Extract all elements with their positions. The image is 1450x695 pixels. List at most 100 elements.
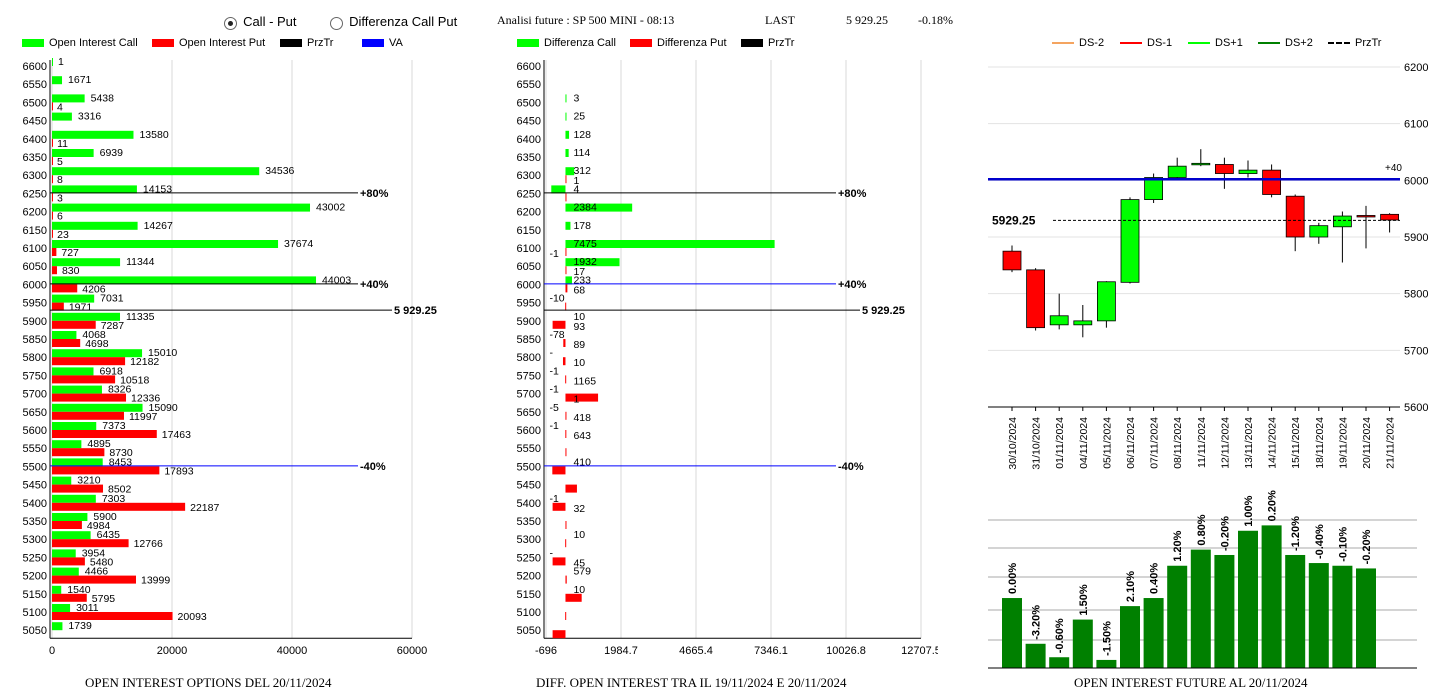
call-value-label: 6918 <box>100 365 124 377</box>
date-tick-label: 30/10/2024 <box>1007 417 1019 470</box>
call-bar <box>551 185 566 194</box>
strike-tick-label: 5250 <box>517 552 541 564</box>
price-tick-label: 5900 <box>1404 232 1428 244</box>
oi-bar <box>1238 530 1258 668</box>
strike-tick-label: 5350 <box>23 516 47 528</box>
diff-chart-title: DIFF. OPEN INTEREST TRA IL 19/11/2024 E … <box>536 675 847 690</box>
strike-tick-label: 6150 <box>517 225 541 237</box>
diff-value-label: 45 <box>573 557 585 569</box>
strike-tick-label: 6250 <box>517 188 541 200</box>
diff-value-label: 114 <box>573 147 590 159</box>
put-bar <box>52 430 157 438</box>
put-bar <box>565 375 567 384</box>
candle-body <box>1285 195 1305 238</box>
date-tick-label: 13/11/2024 <box>1243 417 1255 469</box>
legend-swatch <box>1188 42 1210 45</box>
oi-bar <box>1190 549 1211 668</box>
oi-bar-label: 0.00% <box>1007 563 1019 594</box>
legend-item: Open Interest Put <box>152 37 265 49</box>
call-value-label: 1739 <box>68 620 92 632</box>
strike-tick-label: 5900 <box>23 316 47 328</box>
price-tick-label: 5700 <box>1404 345 1428 357</box>
oi-options-chart: 6600655065006450640063506300625062006150… <box>23 56 437 657</box>
strike-tick-label: 5650 <box>23 407 47 419</box>
strike-tick-label: 5100 <box>517 607 541 619</box>
call-value-label: 43002 <box>316 202 345 214</box>
date-tick-label: 18/11/2024 <box>1314 417 1326 469</box>
strike-tick-label: 5450 <box>23 480 47 492</box>
strike-tick-label: 5050 <box>23 625 47 637</box>
strike-tick-label: 5750 <box>517 370 541 382</box>
legend-item: Differenza Call <box>517 37 616 49</box>
x-tick-label: 60000 <box>397 645 428 657</box>
put-bar <box>52 211 53 220</box>
strike-tick-label: 6500 <box>517 97 541 109</box>
call-bar <box>565 149 569 157</box>
diff-value-label: 1932 <box>573 256 597 268</box>
legend-label: DS+1 <box>1215 37 1243 49</box>
diff-value-label: -78 <box>549 329 564 341</box>
put-value-label: 11 <box>57 138 68 150</box>
change-value: -0.18% <box>918 13 953 27</box>
strike-tick-label: 5600 <box>517 425 541 437</box>
diff-value-label: 93 <box>573 321 585 333</box>
call-value-label: 7303 <box>102 493 126 505</box>
diff-value-label: 418 <box>573 412 591 424</box>
diff-value-label: -1 <box>549 384 558 396</box>
strike-tick-label: 5250 <box>23 552 47 564</box>
strike-tick-label: 6250 <box>23 188 47 200</box>
strike-tick-label: 6350 <box>517 152 541 164</box>
put-value-label: 22187 <box>190 502 219 514</box>
put-bar <box>52 138 53 147</box>
put-value-label: 5480 <box>90 556 114 568</box>
x-tick-label: 20000 <box>157 645 188 657</box>
put-bar <box>563 339 566 347</box>
call-bar <box>565 258 620 267</box>
strike-tick-label: 6350 <box>23 152 47 164</box>
date-tick-label: 11/11/2024 <box>1196 417 1208 468</box>
put-value-label: 12336 <box>131 393 160 405</box>
radio-selected-icon[interactable] <box>224 16 237 30</box>
strike-tick-label: 6450 <box>517 116 541 128</box>
call-bar <box>52 276 317 285</box>
radio-diff[interactable]: Differenza Call Put <box>330 14 457 30</box>
reference-label: +40 <box>1385 163 1402 174</box>
reference-label: +80% <box>838 188 867 200</box>
x-tick-label: 0 <box>49 645 55 657</box>
candle-body <box>1167 165 1187 178</box>
put-value-label: 5795 <box>92 593 116 605</box>
put-bar <box>52 575 136 584</box>
call-bar <box>52 349 143 358</box>
put-value-label: 6 <box>57 211 63 223</box>
call-value-label: 13580 <box>139 129 168 141</box>
call-bar <box>52 258 121 267</box>
strike-tick-label: 6100 <box>517 243 541 255</box>
call-bar <box>565 276 572 285</box>
legend-item: DS+1 <box>1188 37 1243 49</box>
call-bar <box>52 531 91 540</box>
call-bar <box>565 167 575 176</box>
radio-call-put[interactable]: Call - Put <box>224 14 297 30</box>
date-tick-label: 21/11/2024 <box>1385 417 1397 469</box>
put-value-label: 4206 <box>82 283 106 295</box>
call-value-label: 6939 <box>100 147 124 159</box>
strike-tick-label: 6300 <box>517 170 541 182</box>
candle-body <box>1356 215 1376 218</box>
candle-body <box>1144 177 1164 201</box>
legend-item: PrzTr <box>1328 37 1381 49</box>
strike-tick-label: 6200 <box>517 207 541 219</box>
date-tick-label: 06/11/2024 <box>1125 417 1137 469</box>
put-value-label: 727 <box>61 247 79 259</box>
legend-swatch <box>362 39 384 48</box>
put-bar <box>565 448 567 457</box>
oi-bar <box>1049 657 1070 668</box>
strike-tick-label: 5650 <box>517 407 541 419</box>
legend-label: Open Interest Put <box>179 37 266 49</box>
radio-unselected-icon[interactable] <box>330 16 343 30</box>
legend-swatch <box>1120 42 1142 45</box>
price-tick-label: 6200 <box>1404 62 1428 74</box>
oi-bar-label: -3.20% <box>1031 605 1043 640</box>
date-tick-label: 20/11/2024 <box>1361 417 1373 469</box>
candle-body <box>1097 281 1116 322</box>
analysis-label: Analisi future : SP 500 MINI - 08:13 <box>497 13 675 27</box>
